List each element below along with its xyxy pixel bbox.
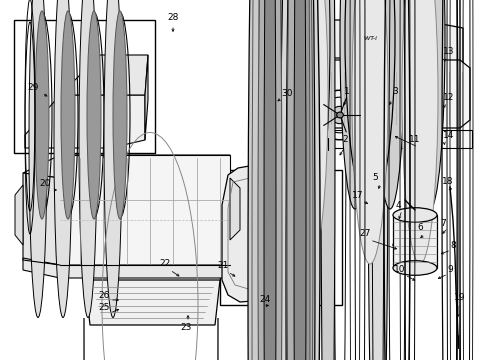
Ellipse shape — [320, 0, 334, 360]
Ellipse shape — [256, 0, 271, 360]
Polygon shape — [275, 20, 462, 65]
Text: 20: 20 — [39, 180, 51, 189]
Ellipse shape — [367, 0, 387, 360]
Polygon shape — [60, 55, 148, 95]
Ellipse shape — [401, 0, 437, 264]
Text: 27: 27 — [359, 230, 370, 239]
Text: 5: 5 — [371, 174, 377, 183]
Ellipse shape — [291, 0, 327, 264]
Text: 25: 25 — [98, 303, 109, 312]
Polygon shape — [23, 155, 229, 178]
Text: 30: 30 — [281, 89, 292, 98]
Text: VVT-i: VVT-i — [363, 36, 376, 40]
Ellipse shape — [104, 0, 122, 318]
Text: 18: 18 — [441, 177, 453, 186]
Ellipse shape — [392, 261, 436, 275]
Text: 14: 14 — [443, 130, 454, 139]
Text: 13: 13 — [442, 48, 454, 57]
Ellipse shape — [79, 0, 97, 318]
Ellipse shape — [414, 0, 444, 209]
Ellipse shape — [329, 106, 349, 123]
Text: 17: 17 — [351, 192, 363, 201]
Text: 8: 8 — [449, 240, 455, 249]
Ellipse shape — [258, 0, 282, 360]
Polygon shape — [60, 155, 229, 268]
Ellipse shape — [392, 238, 436, 252]
Text: 3: 3 — [391, 87, 397, 96]
Text: 24: 24 — [259, 296, 270, 305]
Ellipse shape — [294, 0, 314, 360]
Ellipse shape — [264, 0, 279, 360]
Polygon shape — [85, 280, 220, 325]
Text: 12: 12 — [443, 94, 454, 103]
Ellipse shape — [345, 0, 394, 209]
Text: 23: 23 — [180, 324, 191, 333]
Ellipse shape — [259, 0, 268, 360]
Ellipse shape — [251, 0, 287, 360]
Polygon shape — [222, 165, 305, 302]
Text: 26: 26 — [98, 292, 109, 301]
Text: 7: 7 — [439, 219, 445, 228]
Ellipse shape — [87, 11, 101, 219]
Ellipse shape — [285, 0, 305, 360]
Ellipse shape — [351, 0, 387, 264]
Text: 9: 9 — [446, 266, 452, 274]
Ellipse shape — [35, 11, 49, 219]
Polygon shape — [23, 173, 60, 265]
Ellipse shape — [336, 112, 343, 118]
Ellipse shape — [392, 208, 436, 222]
Ellipse shape — [299, 0, 309, 360]
Text: 2: 2 — [342, 135, 347, 144]
Polygon shape — [229, 178, 240, 240]
Ellipse shape — [286, 0, 312, 360]
Ellipse shape — [374, 0, 404, 209]
Ellipse shape — [299, 0, 329, 209]
Polygon shape — [25, 95, 145, 148]
Text: 21: 21 — [217, 261, 228, 270]
Text: 11: 11 — [408, 135, 420, 144]
Polygon shape — [258, 60, 469, 128]
Text: 4: 4 — [394, 201, 400, 210]
Ellipse shape — [29, 0, 47, 318]
Text: 28: 28 — [167, 13, 178, 22]
Text: 10: 10 — [393, 266, 405, 274]
Ellipse shape — [113, 11, 127, 219]
Ellipse shape — [264, 0, 275, 360]
Ellipse shape — [54, 0, 72, 318]
Polygon shape — [392, 215, 436, 268]
Ellipse shape — [293, 0, 305, 360]
Text: 19: 19 — [453, 293, 465, 302]
Ellipse shape — [247, 0, 267, 360]
Polygon shape — [145, 55, 148, 140]
Text: 1: 1 — [344, 87, 349, 96]
Text: 6: 6 — [416, 224, 422, 233]
Text: 22: 22 — [159, 260, 170, 269]
Ellipse shape — [339, 0, 369, 209]
Polygon shape — [249, 130, 471, 148]
Ellipse shape — [61, 11, 75, 219]
Polygon shape — [15, 185, 23, 245]
Ellipse shape — [280, 0, 319, 360]
Polygon shape — [23, 258, 229, 278]
Text: 29: 29 — [27, 84, 39, 93]
